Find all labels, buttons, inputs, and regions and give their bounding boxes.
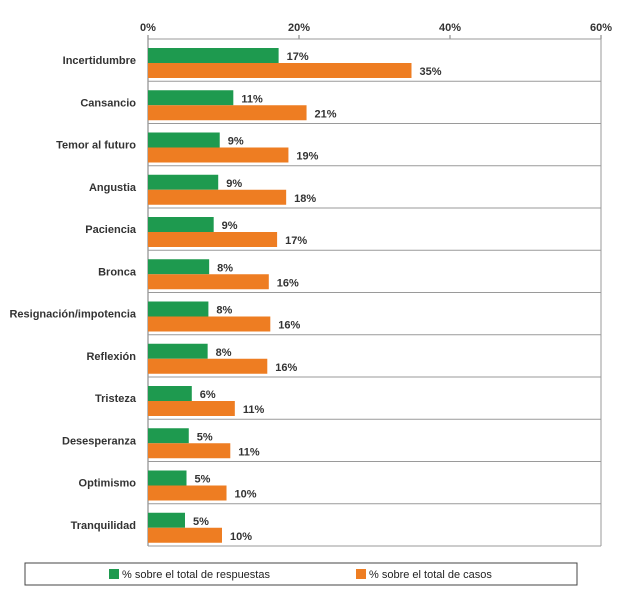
legend-label-respuestas: % sobre el total de respuestas [122,569,270,581]
data-label-casos: 19% [296,151,318,163]
data-label-casos: 35% [419,66,441,78]
category-label: Incertidumbre [63,55,136,67]
legend-label-casos: % sobre el total de casos [369,569,492,581]
data-label-respuestas: 9% [222,220,238,232]
bar-casos [148,485,227,501]
data-label-respuestas: 5% [197,431,213,443]
category-label: Angustia [89,182,137,194]
category-label: Reflexión [86,351,136,363]
bar-casos [148,358,268,374]
x-tick-label: 60% [590,22,612,34]
data-label-respuestas: 5% [193,516,209,528]
x-tick-label: 20% [288,22,310,34]
bar-respuestas [148,386,192,401]
data-label-respuestas: 9% [226,178,242,190]
bar-respuestas [148,90,234,106]
data-label-casos: 10% [235,489,257,501]
bar-casos [148,189,287,205]
data-label-respuestas: 9% [228,136,244,148]
data-label-casos: 10% [230,531,252,543]
legend-box [24,562,578,586]
category-label: Bronca [98,266,137,278]
category-label: Desesperanza [62,435,137,447]
category-label: Temor al futuro [56,140,136,152]
bar-respuestas [148,132,220,148]
bar-respuestas [148,301,209,317]
data-label-casos: 21% [315,108,337,120]
category-label: Tristeza [95,393,137,405]
bar-casos [148,147,289,163]
category-label: Tranquilidad [71,520,136,532]
bar-casos [148,105,307,121]
data-label-respuestas: 8% [216,347,232,359]
data-label-casos: 17% [285,235,307,247]
data-label-respuestas: 5% [195,474,211,486]
bar-casos [148,316,271,332]
data-label-respuestas: 8% [217,262,233,274]
category-label: Paciencia [85,224,137,236]
data-label-respuestas: 17% [287,51,309,63]
bar-casos [148,274,269,290]
data-label-casos: 16% [278,320,300,332]
bar-respuestas [148,217,214,232]
bar-respuestas [148,259,210,275]
bar-respuestas [148,428,189,444]
bar-respuestas [148,174,219,190]
data-label-casos: 11% [238,446,260,458]
bar-casos [148,527,222,543]
bar-casos [148,232,278,247]
data-label-casos: 11% [243,404,265,416]
bar-respuestas [148,470,187,486]
data-label-casos: 16% [275,362,297,374]
x-tick-label: 40% [439,22,461,34]
bar-respuestas [148,512,185,528]
data-label-respuestas: 6% [200,389,216,401]
legend-swatch-respuestas [109,569,119,579]
data-label-casos: 18% [294,193,316,205]
category-label: Optimismo [79,478,137,490]
data-label-respuestas: 11% [241,93,263,105]
data-label-respuestas: 8% [216,305,232,317]
bar-casos [148,443,231,459]
category-label: Cansancio [80,97,136,109]
bar-respuestas [148,48,279,63]
bar-casos [148,63,412,78]
legend-swatch-casos [356,569,366,579]
x-tick-label: 0% [140,22,156,34]
bar-casos [148,401,235,416]
data-label-casos: 16% [277,277,299,289]
bar-respuestas [148,343,208,359]
category-label: Resignación/impotencia [9,309,136,321]
